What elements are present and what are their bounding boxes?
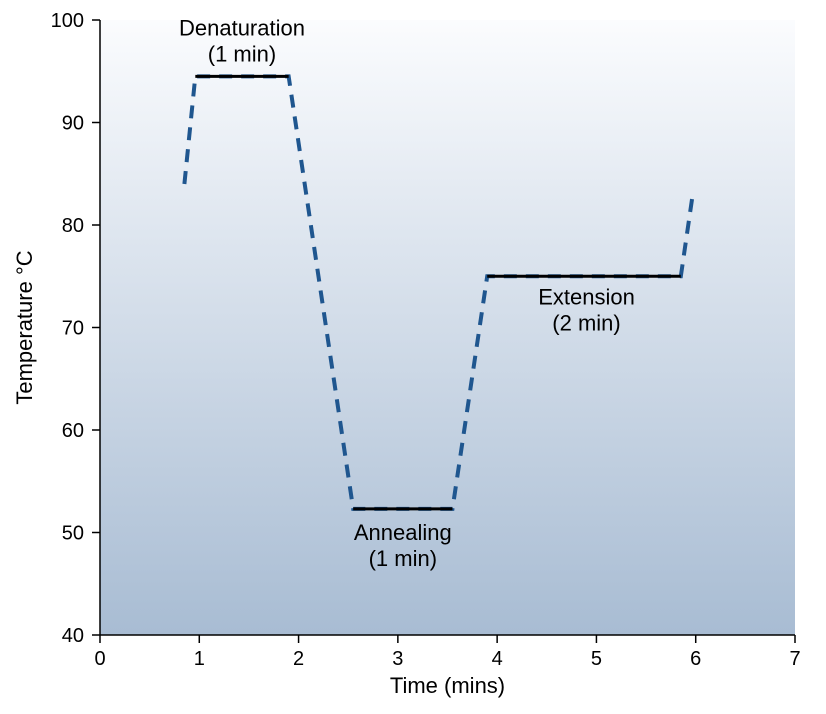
x-tick-label: 6: [690, 648, 701, 670]
x-tick-label: 4: [492, 648, 503, 670]
y-tick-label: 60: [62, 420, 84, 442]
y-tick-label: 50: [62, 523, 84, 545]
x-tick-label: 2: [293, 648, 304, 670]
extension-label: Extension: [538, 284, 635, 309]
y-tick-label: 100: [51, 10, 84, 32]
x-tick-label: 1: [194, 648, 205, 670]
x-tick-label: 5: [591, 648, 602, 670]
x-axis-ticks: 0 1 2 3 4 5 6 7: [94, 635, 800, 670]
x-tick-label: 0: [94, 648, 105, 670]
chart-svg: 0 1 2 3 4 5 6 7 40 50 60 70 80 90 100 Time (mins) Tem…: [0, 0, 826, 714]
y-tick-label: 40: [62, 625, 84, 647]
y-tick-label: 70: [62, 318, 84, 340]
annealing-duration: (1 min): [369, 546, 437, 571]
x-tick-label: 3: [392, 648, 403, 670]
x-axis-label: Time (mins): [390, 673, 505, 698]
pcr-cycle-chart: 0 1 2 3 4 5 6 7 40 50 60 70 80 90 100 Time (mins) Tem…: [0, 0, 826, 714]
y-axis-ticks: 40 50 60 70 80 90 100: [51, 10, 100, 647]
denaturation-label: Denaturation: [179, 15, 305, 40]
y-axis-label: Temperature °C: [12, 250, 37, 404]
denaturation-duration: (1 min): [208, 41, 276, 66]
y-tick-label: 80: [62, 215, 84, 237]
annealing-label: Annealing: [354, 520, 452, 545]
extension-duration: (2 min): [552, 310, 620, 335]
x-tick-label: 7: [789, 648, 800, 670]
y-tick-label: 90: [62, 113, 84, 135]
